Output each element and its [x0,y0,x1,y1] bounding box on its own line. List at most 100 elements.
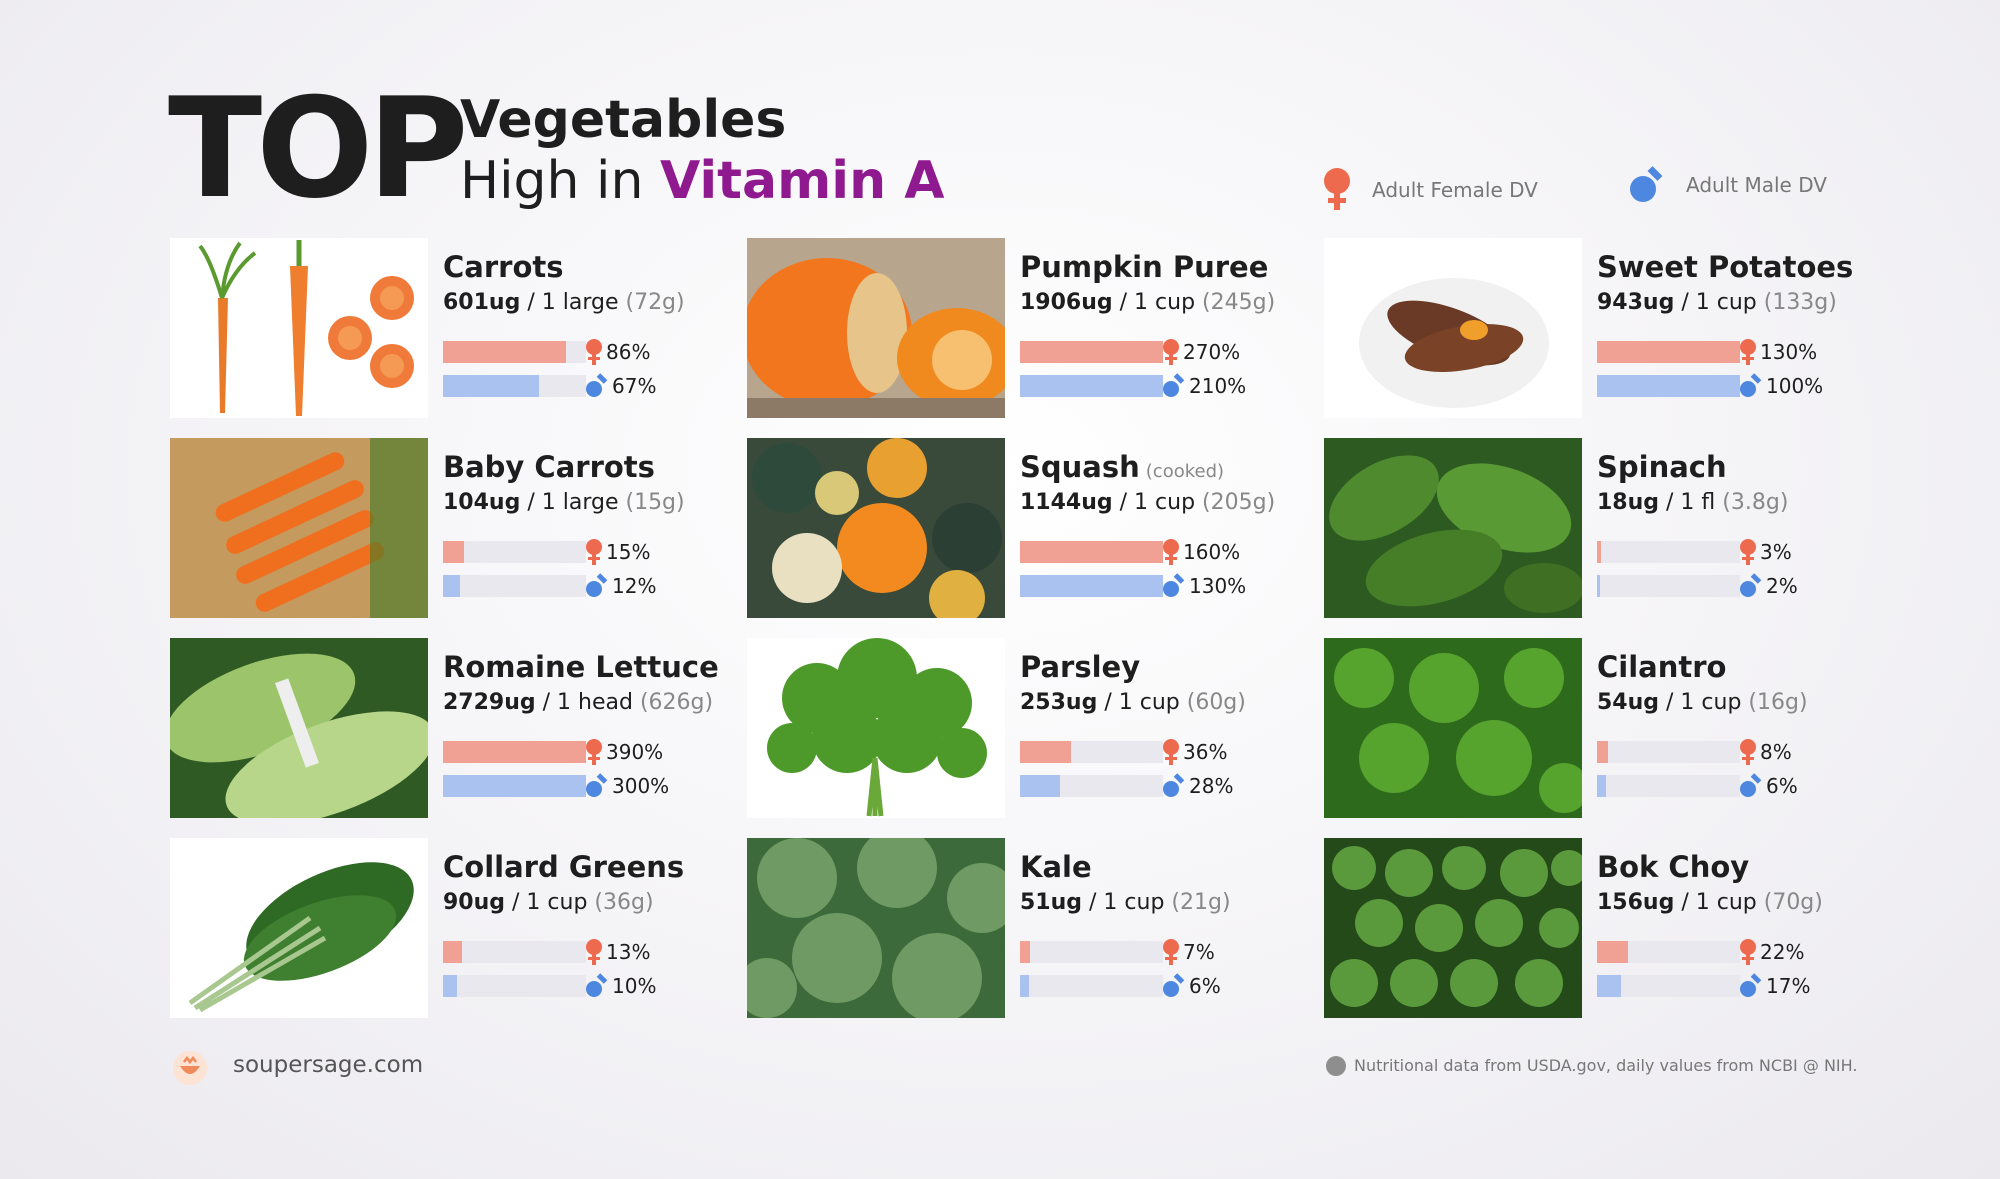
title-highlight-vitamin-a: Vitamin A [659,151,945,211]
female-dv-bar [1597,341,1740,363]
male-dv-bar [1020,575,1163,597]
female-icon [1324,168,1350,212]
serving-size: / 1 cup [1674,890,1764,915]
vegetable-name: Bok Choy [1597,850,1750,884]
legend-female-label: Adult Female DV [1372,178,1538,202]
male-dv-percent: 67% [612,374,657,398]
pumpkin-photo [747,238,1005,418]
male-dv-percent: 210% [1189,374,1247,398]
vegetable-card: Pumpkin Puree 1906ug / 1 cup (245g) 270%… [747,238,1307,418]
serving-size: / 1 cup [1112,490,1203,515]
serving-grams: (36g) [594,890,654,915]
amount-value: 2729ug [443,690,536,715]
female-dv-row: 86% [443,339,650,365]
vegetable-amount: 104ug / 1 large (15g) [443,490,685,515]
kale-photo [747,838,1005,1018]
serving-grams: (205g) [1202,490,1276,515]
vegetable-name: Romaine Lettuce [443,650,719,684]
female-dv-track [1020,741,1163,763]
male-dv-percent: 300% [612,774,670,798]
female-dv-row: 13% [443,939,651,965]
vegetable-amount: 1906ug / 1 cup (245g) [1020,290,1275,315]
vegetable-card: Parsley 253ug / 1 cup (60g) 36% 28% [747,638,1307,818]
male-dv-bar [443,575,461,597]
male-dv-percent: 2% [1766,574,1798,598]
male-icon [586,773,608,797]
female-icon [1163,339,1179,365]
amount-value: 90ug [443,890,506,915]
female-dv-row: 390% [443,739,663,765]
serving-size: / 1 cup [1112,290,1203,315]
female-dv-percent: 13% [606,940,651,964]
amount-value: 1906ug [1020,290,1113,315]
male-dv-track [443,375,586,397]
serving-size: / 1 cup [1082,890,1172,915]
female-dv-percent: 7% [1183,940,1215,964]
amount-value: 1144ug [1020,490,1113,515]
male-dv-track [1597,375,1740,397]
female-dv-bar [1020,341,1163,363]
male-dv-row: 130% [1020,573,1246,598]
title-prefix: High in [460,151,660,211]
amount-value: 54ug [1597,690,1660,715]
bok-choy-photo [1324,838,1582,1018]
soupersage-logo-icon [173,1051,207,1085]
male-dv-bar [1020,375,1163,397]
female-dv-bar [443,341,566,363]
male-dv-track [1020,575,1163,597]
male-dv-bar [1597,375,1740,397]
male-dv-track [443,975,586,997]
serving-size: / 1 fl [1659,490,1723,515]
male-dv-percent: 28% [1189,774,1234,798]
serving-size: / 1 cup [505,890,595,915]
vegetable-name: Carrots [443,250,564,284]
male-icon [1630,166,1664,202]
sweet-potato-photo [1324,238,1582,418]
romaine-photo [170,638,428,818]
vegetable-card: Baby Carrots 104ug / 1 large (15g) 15% 1… [170,438,730,618]
serving-size: / 1 cup [1097,690,1187,715]
male-icon [1163,373,1185,397]
vegetable-amount: 253ug / 1 cup (60g) [1020,690,1246,715]
serving-grams: (72g) [625,290,685,315]
female-dv-bar [443,541,465,563]
female-dv-percent: 130% [1760,340,1818,364]
vegetable-card: Squash (cooked) 1144ug / 1 cup (205g) 160… [747,438,1307,618]
male-dv-bar [443,975,458,997]
vegetable-amount: 156ug / 1 cup (70g) [1597,890,1823,915]
female-dv-bar [443,741,586,763]
vegetable-note: (cooked) [1145,461,1225,482]
vegetable-name: Baby Carrots [443,450,655,484]
female-dv-bar [1597,741,1609,763]
amount-value: 943ug [1597,290,1675,315]
female-dv-bar [1020,741,1072,763]
male-dv-bar [1597,575,1600,597]
serving-size: / 1 cup [1674,290,1764,315]
baby-carrots-photo [170,438,428,618]
title-line-vegetables: Vegetables [460,90,787,150]
female-dv-row: 160% [1020,539,1240,565]
male-icon [586,373,608,397]
footer-source: Nutritional data from USDA.gov, daily va… [1354,1056,1858,1075]
male-dv-row: 28% [1020,773,1234,798]
female-dv-row: 8% [1597,739,1792,765]
male-dv-track [443,575,586,597]
vegetable-card: Spinach 18ug / 1 fl (3.8g) 3% 2% [1324,438,1884,618]
male-dv-percent: 12% [612,574,657,598]
female-dv-track [1020,341,1163,363]
male-dv-track [1597,775,1740,797]
collard-photo [170,838,428,1018]
vegetable-card: Bok Choy 156ug / 1 cup (70g) 22% 17% [1324,838,1884,1018]
male-dv-track [1020,775,1163,797]
female-dv-track [1597,541,1740,563]
spinach-photo [1324,438,1582,618]
squash-photo [747,438,1005,618]
vegetable-amount: 18ug / 1 fl (3.8g) [1597,490,1788,515]
male-dv-track [1020,375,1163,397]
male-dv-row: 6% [1020,973,1221,998]
footer-site[interactable]: soupersage.com [233,1052,424,1078]
vegetable-amount: 1144ug / 1 cup (205g) [1020,490,1275,515]
female-dv-percent: 3% [1760,540,1792,564]
female-dv-row: 270% [1020,339,1240,365]
female-dv-percent: 8% [1760,740,1792,764]
